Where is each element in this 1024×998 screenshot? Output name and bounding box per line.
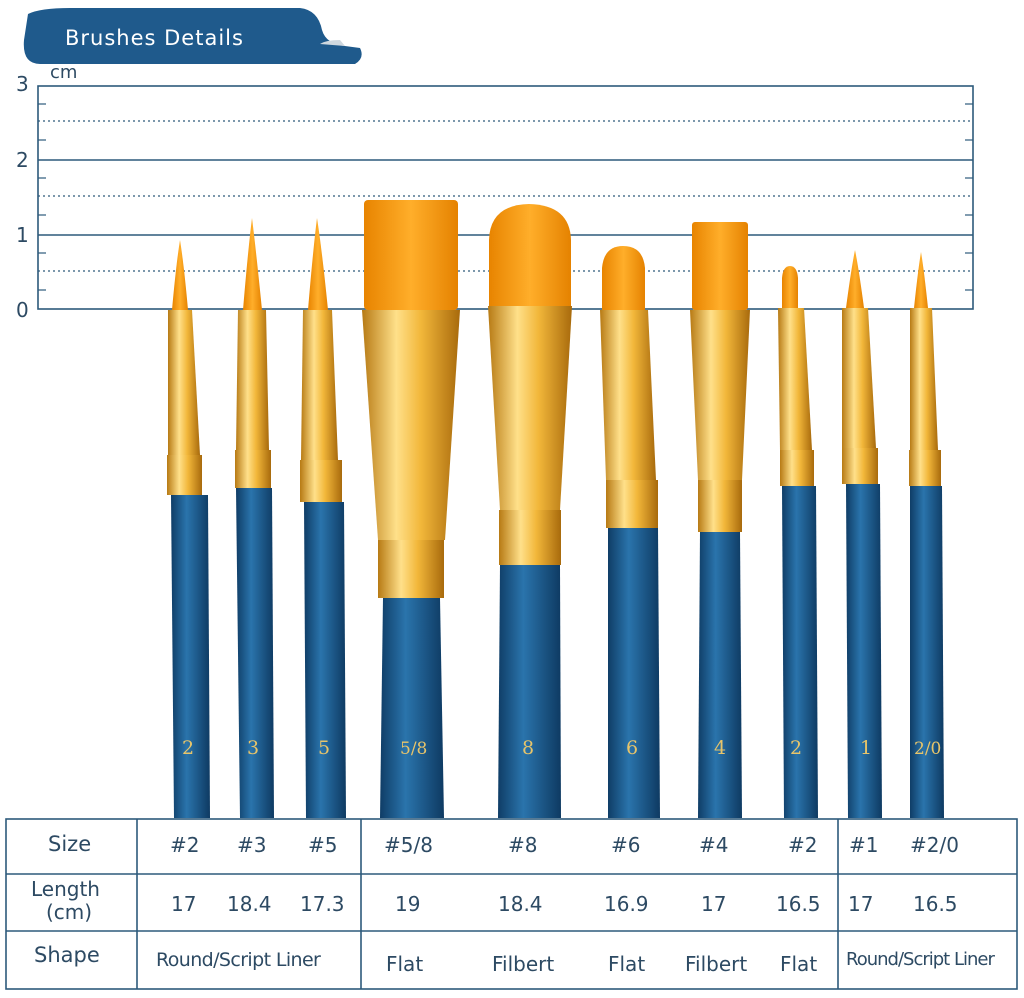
brush-5: [488, 204, 572, 818]
brush-mark-7: 4: [714, 737, 726, 759]
size-cell-5: #8: [508, 833, 538, 857]
row-label-size: Size: [48, 832, 92, 856]
length-cell-9: 17: [848, 892, 874, 916]
length-cell-10: 16.5: [913, 892, 958, 916]
length-cell-6: 16.9: [604, 892, 649, 916]
length-cell-5: 18.4: [498, 892, 543, 916]
length-cell-2: 18.4: [227, 892, 272, 916]
brush-1: [167, 240, 210, 818]
brush-mark-2: 3: [247, 737, 259, 759]
brush-mark-10: 2/0: [914, 739, 941, 759]
size-cell-10: #2/0: [910, 833, 959, 857]
spec-table: [5, 818, 1018, 990]
brush-9: [842, 250, 882, 818]
brushes-illustration: 2 3 5 5/8 8 6 4 2 1 2/0: [167, 200, 944, 818]
length-cell-4: 19: [395, 892, 421, 916]
brush-4: [362, 200, 460, 818]
shape-cell-7: Round/Script Liner: [846, 949, 995, 970]
brush-mark-4: 5/8: [400, 739, 427, 759]
size-cell-1: #2: [170, 833, 200, 857]
brush-mark-8: 2: [790, 737, 802, 759]
brush-mark-6: 6: [626, 737, 638, 759]
size-cell-8: #2: [788, 833, 818, 857]
row-label-length: Length: [31, 877, 100, 901]
length-cell-8: 16.5: [776, 892, 821, 916]
brush-mark-9: 1: [860, 737, 872, 759]
brush-mark-1: 2: [182, 737, 194, 759]
row-label-shape: Shape: [34, 943, 100, 967]
shape-cell-4: Flat: [608, 952, 646, 976]
shape-cell-3: Filbert: [492, 952, 555, 976]
size-cell-2: #3: [237, 833, 267, 857]
shape-cell-5: Filbert: [685, 952, 748, 976]
ruler-tick-1: 1: [16, 223, 29, 247]
ruler-tick-2: 2: [16, 148, 29, 172]
brush-7: [690, 222, 750, 818]
title-tab: [23, 8, 362, 64]
shape-cell-1: Round/Script Liner: [156, 949, 321, 971]
brush-mark-5: 8: [522, 737, 534, 759]
brush-3: [300, 218, 346, 818]
ruler-unit-label: cm: [50, 62, 78, 83]
brush-6: [600, 246, 660, 818]
length-cell-1: 17: [171, 892, 197, 916]
size-cell-9: #1: [849, 833, 879, 857]
shape-cell-2: Flat: [386, 952, 424, 976]
page-title: Brushes Details: [65, 26, 244, 50]
shape-cell-6: Flat: [780, 952, 818, 976]
row-label-length-unit: (cm): [46, 900, 93, 924]
size-cell-4: #5/8: [384, 833, 433, 857]
brush-8: [778, 266, 818, 818]
brush-2: [235, 218, 274, 818]
brush-10: [909, 252, 944, 818]
ruler-tick-0: 0: [16, 298, 29, 322]
brush-mark-3: 5: [318, 737, 330, 759]
length-cell-3: 17.3: [300, 892, 345, 916]
size-cell-7: #4: [699, 833, 729, 857]
size-cell-3: #5: [308, 833, 338, 857]
size-cell-6: #6: [611, 833, 641, 857]
ruler-tick-3: 3: [16, 72, 29, 96]
length-cell-7: 17: [701, 892, 727, 916]
